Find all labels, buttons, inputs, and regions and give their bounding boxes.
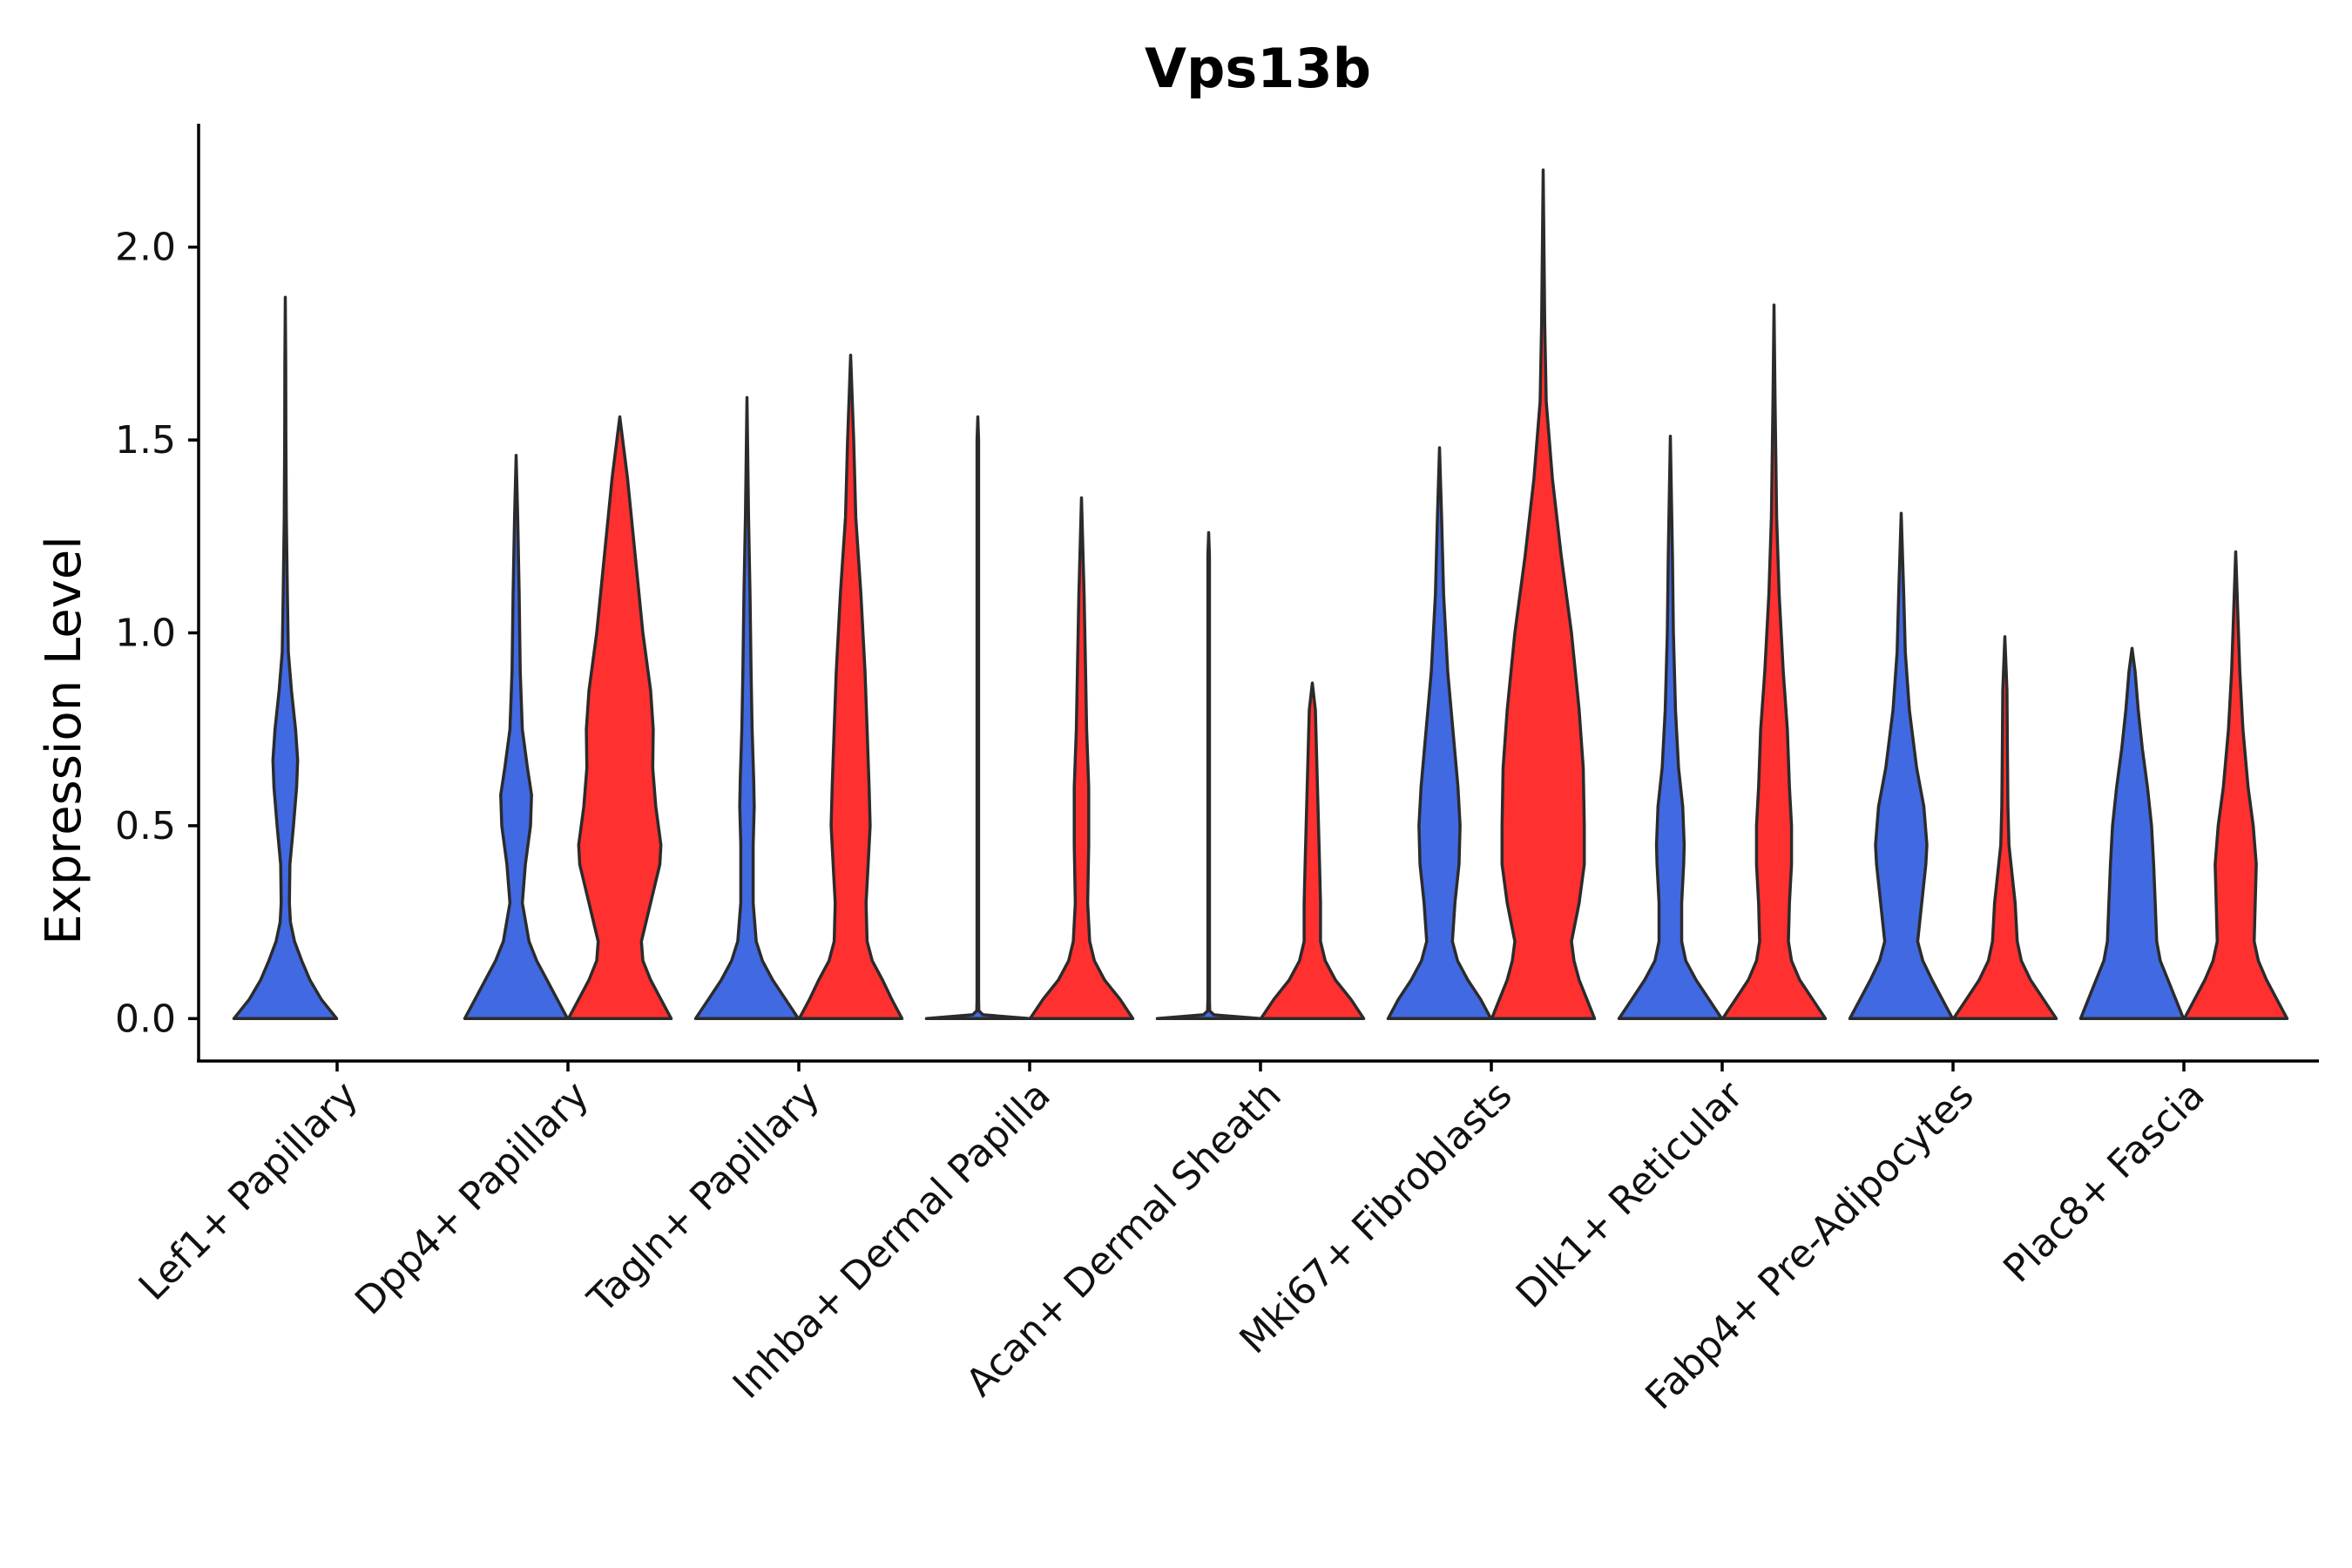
y-tick-label: 0.5 xyxy=(115,804,176,848)
violin-dpp4-pos-papillary-group1 xyxy=(463,454,570,1021)
x-tick-label-plac8-pos-fascia: Plac8+ Fascia xyxy=(1995,1073,2213,1292)
violin-inhba-pos-dermal-papilla-group1 xyxy=(924,415,1031,1021)
violin-plac8-pos-fascia-group2 xyxy=(2182,550,2289,1021)
y-ticks: 0.0 0.5 1.0 1.5 2.0 xyxy=(115,226,199,1041)
violin-inhba-pos-dermal-papilla-group2 xyxy=(1028,496,1135,1021)
violin-dpp4-pos-papillary-group2 xyxy=(566,415,673,1021)
violin-tagln-pos-papillary-group2 xyxy=(797,353,904,1021)
violin-mki67-pos-fibroblasts-group2 xyxy=(1490,168,1597,1021)
violin-tagln-pos-papillary-group1 xyxy=(693,395,801,1021)
y-tick-label: 0.0 xyxy=(115,997,176,1041)
x-tick-label-lef1-pos-papillary: Lef1+ Papillary xyxy=(131,1073,367,1309)
violin-fabp4-pos-pre-adipocytes-group2 xyxy=(1951,635,2058,1021)
y-axis-label: Expression Level xyxy=(36,536,92,945)
y-tick-label: 1.0 xyxy=(115,611,176,655)
x-tick-label-dpp4-pos-papillary: Dpp4+ Papillary xyxy=(347,1073,598,1324)
violin-acan-pos-dermal-sheath-group2 xyxy=(1259,681,1366,1021)
violin-fabp4-pos-pre-adipocytes-group1 xyxy=(1848,511,1955,1021)
violin-mki67-pos-fibroblasts-group1 xyxy=(1386,446,1493,1021)
y-tick-label: 1.5 xyxy=(115,418,176,463)
violin-plac8-pos-fascia-group1 xyxy=(2078,646,2186,1021)
violin-acan-pos-dermal-sheath-group1 xyxy=(1155,531,1262,1021)
violin-lef1-pos-papillary-group1 xyxy=(232,295,339,1021)
violin-group xyxy=(232,168,2289,1021)
violin-dlk1-pos-reticular-group1 xyxy=(1617,434,1724,1021)
x-tick-label-dlk1-pos-reticular: Dlk1+ Reticular xyxy=(1508,1072,1753,1317)
y-tick-label: 2.0 xyxy=(115,226,176,270)
chart-title: Vps13b xyxy=(1145,37,1371,100)
x-tick-label-tagln-pos-papillary: Tagln+ Papillary xyxy=(579,1073,828,1322)
violin-dlk1-pos-reticular-group2 xyxy=(1720,303,1828,1021)
